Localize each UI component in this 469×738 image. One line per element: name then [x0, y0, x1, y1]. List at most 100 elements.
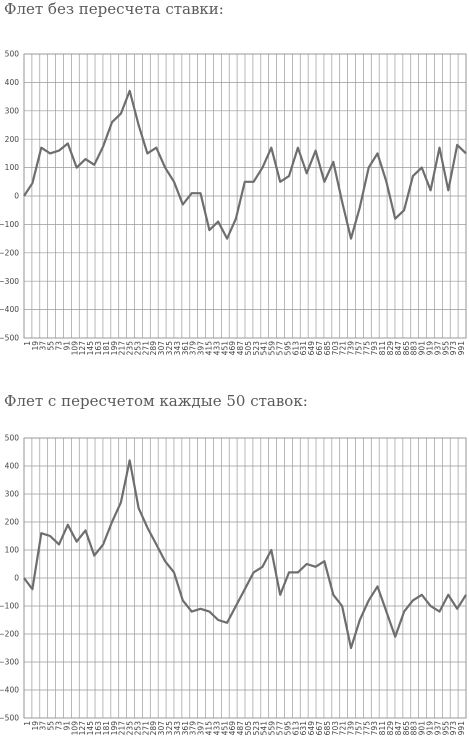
x-tick-label: 217 [118, 341, 127, 356]
x-tick-label: 739 [347, 341, 356, 356]
x-tick-label: 145 [86, 341, 95, 356]
x-tick-label: 379 [189, 721, 198, 736]
x-tick-label: 271 [141, 341, 150, 356]
x-tick-label: 811 [378, 341, 387, 356]
x-tick-label: 973 [449, 341, 458, 356]
x-tick-label: 613 [291, 341, 300, 356]
x-tick-label: 1 [23, 341, 32, 346]
x-tick-label: 325 [165, 341, 174, 356]
x-tick-label: 91 [62, 721, 71, 731]
x-tick-label: 541 [260, 721, 269, 736]
x-tick-label: 559 [268, 721, 277, 736]
x-tick-label: 577 [276, 721, 285, 736]
x-tick-label: 199 [110, 341, 119, 356]
x-tick-label: 253 [133, 721, 142, 736]
x-tick-label: 685 [323, 721, 332, 736]
x-tick-label: 361 [181, 341, 190, 356]
x-tick-label: 37 [39, 341, 48, 351]
x-tick-label: 163 [94, 721, 103, 736]
y-tick-label: 0 [14, 574, 19, 583]
x-tick-label: 361 [181, 721, 190, 736]
x-tick-label: 829 [386, 721, 395, 736]
x-tick-label: 649 [307, 341, 316, 356]
x-tick-label: 757 [354, 721, 363, 736]
x-tick-label: 55 [47, 721, 56, 731]
x-tick-label: 541 [260, 341, 269, 356]
x-tick-label: 415 [204, 341, 213, 356]
x-tick-label: 883 [410, 721, 419, 736]
x-tick-label: 73 [55, 721, 64, 731]
x-tick-label: 523 [252, 721, 261, 736]
line-chart: 5004003002001000−100−200−300−400−5001193… [0, 50, 467, 356]
y-tick-label: 200 [5, 518, 20, 527]
x-tick-label: 595 [283, 341, 292, 356]
x-tick-label: 433 [212, 341, 221, 356]
x-tick-label: 649 [307, 721, 316, 736]
x-tick-label: 307 [157, 341, 166, 356]
x-tick-label: 235 [126, 721, 135, 736]
chart-title: Флет с пересчетом каждые 50 ставок: [4, 392, 308, 410]
x-tick-label: 289 [149, 341, 158, 356]
x-tick-label: 91 [62, 341, 71, 351]
x-tick-label: 505 [244, 721, 253, 736]
x-tick-label: 217 [118, 721, 127, 736]
y-tick-label: −200 [0, 630, 19, 639]
y-tick-label: 200 [5, 135, 20, 144]
y-tick-label: 300 [5, 106, 20, 115]
x-tick-label: 919 [425, 341, 434, 356]
x-tick-label: 667 [315, 341, 324, 356]
series-line [23, 459, 467, 650]
x-tick-label: 343 [173, 721, 182, 736]
x-tick-label: 19 [31, 341, 40, 351]
y-tick-label: 400 [5, 462, 20, 471]
x-tick-label: 343 [173, 341, 182, 356]
x-tick-label: 469 [228, 341, 237, 356]
x-tick-label: 487 [236, 721, 245, 736]
x-tick-label: 775 [362, 341, 371, 356]
x-tick-label: 901 [418, 341, 427, 356]
x-tick-label: 397 [197, 341, 206, 356]
x-tick-label: 55 [47, 341, 56, 351]
x-tick-label: 235 [126, 341, 135, 356]
y-tick-label: 500 [5, 50, 20, 59]
x-tick-label: 631 [299, 341, 308, 356]
x-tick-label: 127 [78, 721, 87, 736]
x-tick-label: 901 [418, 721, 427, 736]
x-tick-label: 595 [283, 721, 292, 736]
x-tick-label: 775 [362, 721, 371, 736]
x-tick-label: 955 [441, 721, 450, 736]
x-tick-label: 991 [457, 721, 466, 736]
x-tick-label: 703 [331, 721, 340, 736]
x-tick-label: 73 [55, 341, 64, 351]
x-tick-label: 469 [228, 721, 237, 736]
x-tick-label: 271 [141, 721, 150, 736]
x-tick-label: 289 [149, 721, 158, 736]
y-tick-label: 400 [5, 78, 20, 87]
x-tick-label: 721 [339, 721, 348, 736]
x-tick-label: 559 [268, 341, 277, 356]
x-tick-label: 109 [70, 341, 79, 356]
x-tick-label: 19 [31, 721, 40, 731]
x-tick-label: 577 [276, 341, 285, 356]
y-tick-label: −100 [0, 220, 19, 229]
y-tick-label: 500 [5, 434, 20, 443]
x-tick-label: 1 [23, 721, 32, 726]
x-tick-label: 379 [189, 341, 198, 356]
x-tick-label: 37 [39, 721, 48, 731]
y-tick-label: −400 [0, 686, 19, 695]
x-tick-label: 109 [70, 721, 79, 736]
x-tick-label: 811 [378, 721, 387, 736]
x-tick-label: 199 [110, 721, 119, 736]
x-tick-label: 703 [331, 341, 340, 356]
chart-title: Флет без пересчета ставки: [4, 0, 224, 18]
x-tick-label: 991 [457, 341, 466, 356]
x-tick-label: 937 [433, 721, 442, 736]
y-tick-label: −500 [0, 714, 19, 723]
line-chart: 5004003002001000−100−200−300−400−5001193… [0, 434, 467, 736]
x-tick-label: 739 [347, 721, 356, 736]
series-line [23, 89, 467, 240]
y-tick-label: 300 [5, 490, 20, 499]
x-tick-label: 721 [339, 341, 348, 356]
y-tick-label: −200 [0, 248, 19, 257]
x-tick-label: 685 [323, 341, 332, 356]
